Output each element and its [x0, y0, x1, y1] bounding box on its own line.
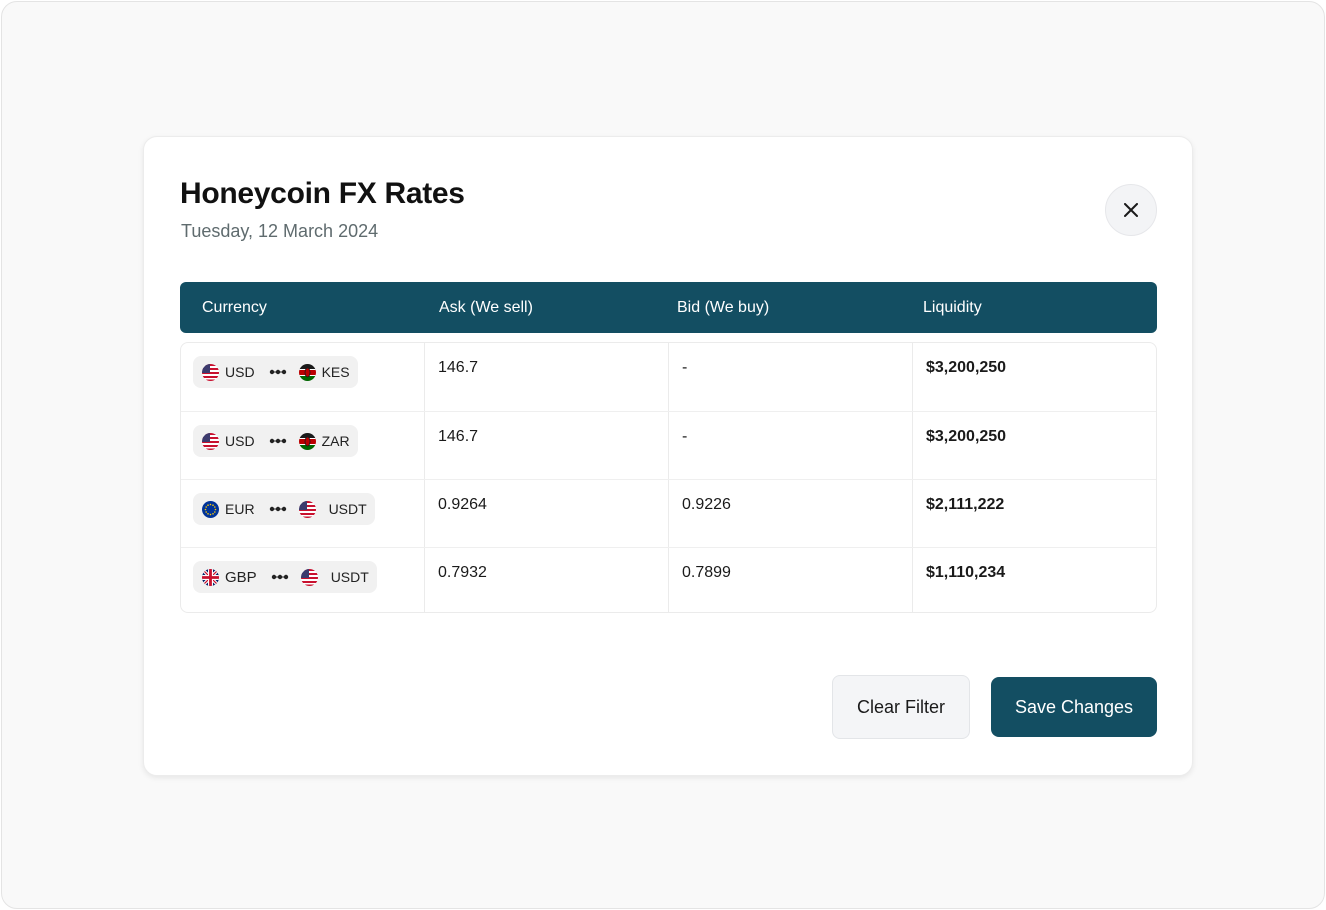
bid-rate: - [682, 428, 688, 445]
liquidity-value: $3,200,250 [926, 359, 1007, 376]
currency-pair-pill[interactable]: EUR USDT [193, 493, 375, 525]
close-icon [1124, 203, 1138, 217]
currency-pair-pill[interactable]: GBP USDT [193, 561, 377, 593]
column-header-currency: Currency [202, 299, 267, 316]
ask-rate: 146.7 [438, 359, 479, 376]
us-flag-icon [300, 568, 318, 586]
table-header: Currency Ask (We sell) Bid (We buy) Liqu… [180, 282, 1157, 333]
column-header-liquidity: Liquidity [923, 299, 982, 316]
table-row[interactable]: USD KES 146.7 - $3,200,250 [181, 343, 1156, 411]
exchange-dots-icon [269, 505, 287, 513]
liquidity-value: $3,200,250 [926, 428, 1007, 445]
modal-title: Honeycoin FX Rates [180, 177, 465, 210]
bid-rate: 0.9226 [682, 496, 731, 513]
exchange-dots-icon [271, 573, 289, 581]
liquidity-value: $1,110,234 [926, 564, 1006, 581]
kenya-flag-icon [298, 363, 316, 381]
modal-date: Tuesday, 12 March 2024 [181, 221, 379, 241]
rates-table: USD KES 146.7 - $3,200,250 [180, 342, 1157, 613]
currency-pair-pill[interactable]: USD KES [193, 356, 358, 388]
to-currency: ZAR [321, 433, 350, 449]
kenya-flag-icon [298, 432, 316, 450]
to-currency: USDT [330, 569, 369, 585]
liquidity-value: $2,111,222 [926, 496, 1005, 513]
column-divider [424, 343, 425, 612]
table-row[interactable]: USD ZAR 146.7 - $3,200,250 [181, 411, 1156, 479]
currency-pair-pill[interactable]: USD ZAR [193, 425, 358, 457]
ask-rate: 146.7 [438, 428, 479, 445]
clear-filter-button[interactable]: Clear Filter [832, 675, 970, 739]
from-currency: USD [225, 433, 255, 449]
from-currency: GBP [225, 568, 257, 586]
bid-rate: 0.7899 [682, 564, 731, 581]
close-button[interactable] [1105, 184, 1157, 236]
column-header-ask: Ask (We sell) [439, 299, 533, 316]
us-flag-icon [298, 500, 316, 518]
from-currency: EUR [225, 501, 255, 517]
fx-rates-modal: Honeycoin FX Rates Tuesday, 12 March 202… [143, 136, 1193, 776]
table-row[interactable]: GBP USDT 0.7932 0.7899 $1,110,234 [181, 547, 1156, 615]
ask-rate: 0.9264 [438, 496, 487, 513]
us-flag-icon [202, 363, 219, 381]
exchange-dots-icon [269, 437, 287, 445]
uk-flag-icon [202, 568, 219, 586]
table-row[interactable]: EUR USDT 0.9264 0.9226 $2,111,222 [181, 479, 1156, 547]
save-changes-button[interactable]: Save Changes [991, 677, 1157, 737]
to-currency: USDT [328, 501, 367, 517]
column-divider [668, 343, 669, 612]
column-divider [912, 343, 913, 612]
us-flag-icon [202, 432, 219, 450]
to-currency: KES [321, 364, 350, 380]
ask-rate: 0.7932 [438, 564, 487, 581]
column-header-bid: Bid (We buy) [677, 299, 770, 316]
exchange-dots-icon [269, 368, 287, 376]
bid-rate: - [682, 359, 688, 376]
from-currency: USD [225, 364, 255, 380]
eu-flag-icon [202, 500, 219, 518]
